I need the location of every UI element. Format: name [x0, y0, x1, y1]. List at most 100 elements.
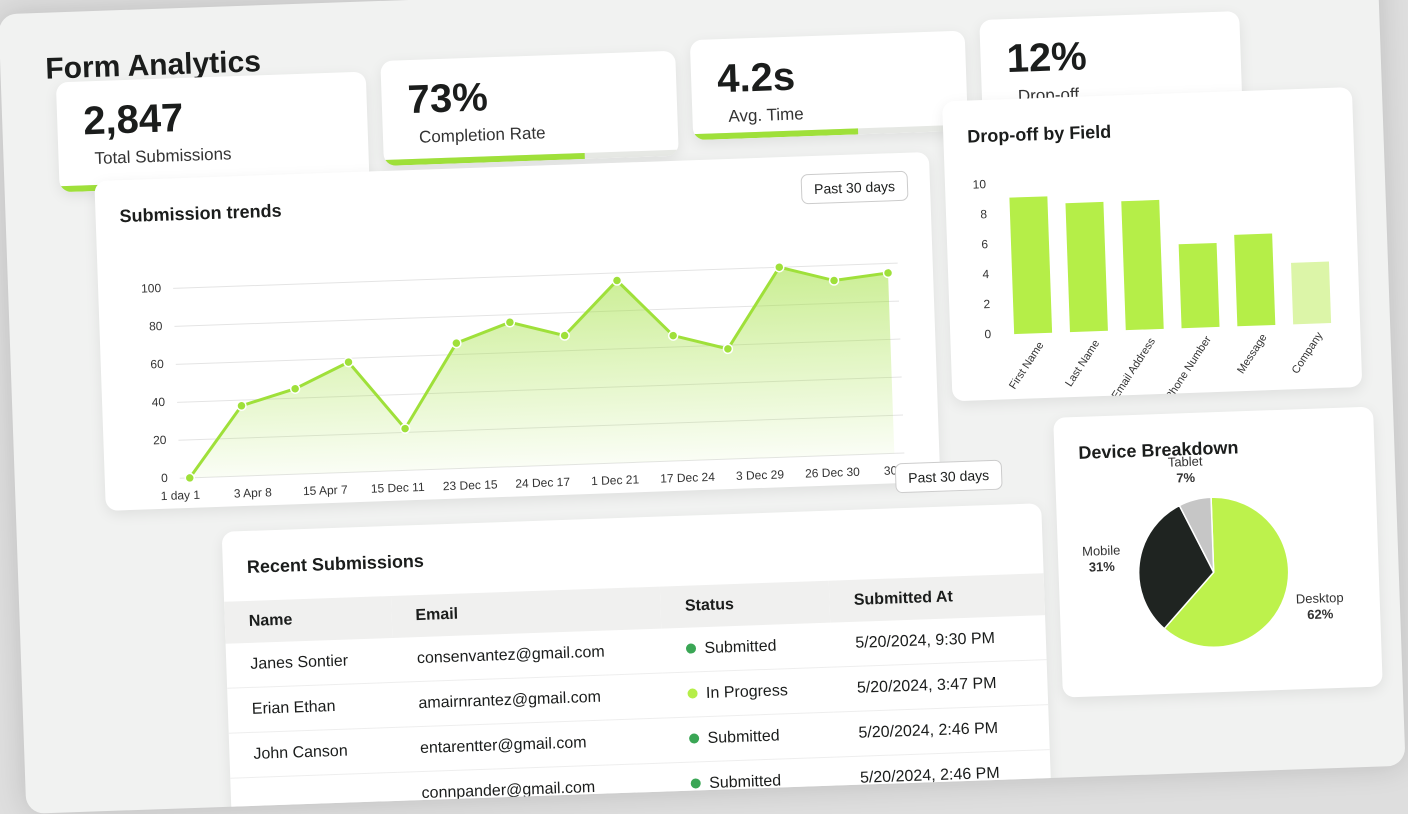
cell-text: 5/20/2024, 3:47 PM	[856, 674, 997, 697]
cell-text: John Canson	[253, 742, 348, 763]
trend-chart: 0 20 40 60 80 100 1 day 1 3 Apr 8 15 Apr 7 15 Dec…	[141, 261, 926, 503]
x-tick-label: 1 Dec 21	[591, 472, 640, 488]
kpi-value: 4.2s	[716, 54, 796, 102]
trend-card: Submission trends Past 30 days 0 20 40 60 80…	[94, 151, 941, 511]
point	[343, 356, 354, 368]
area	[189, 267, 895, 478]
table-cell: Submitted	[666, 757, 837, 808]
point	[559, 330, 570, 341]
y-tick-label: 6	[981, 237, 988, 251]
line	[188, 265, 889, 479]
slice-label: Desktop	[1296, 590, 1344, 607]
table-cell: Submitted	[661, 622, 833, 674]
y-tick-label: 80	[149, 319, 163, 333]
table-cell: 5/20/2024, 2:46 PM	[835, 749, 1052, 803]
point	[611, 275, 623, 286]
cell-text: Submitted	[707, 727, 780, 748]
slice-value: 62%	[1307, 606, 1334, 622]
bar	[1065, 201, 1108, 333]
point	[504, 317, 516, 328]
point	[451, 337, 462, 349]
table-title: Recent Submissions	[246, 550, 425, 577]
kpi-label: Completion Rate	[418, 123, 546, 147]
table-cell: 5/20/2024, 3:47 PM	[832, 659, 1049, 713]
cell-text: amairnrantez@gmail.com	[418, 688, 602, 713]
status-dot	[689, 733, 700, 744]
cell-text: entarentter@gmail.com	[419, 734, 587, 758]
y-tick-label: 100	[141, 281, 162, 296]
bar	[1234, 233, 1276, 327]
x-tick-label: 1 day 1	[160, 488, 200, 503]
x-tick-label: Message	[1235, 332, 1269, 376]
dropoff-card: Drop-off by Field 0 2 4 6 8 10 First Name Last …	[942, 87, 1363, 402]
x-tick-label: 26 Dec 30	[805, 465, 860, 481]
bar	[1009, 196, 1053, 335]
table-cell	[230, 772, 399, 814]
bar	[1291, 261, 1332, 325]
y-tick-label: 0	[161, 471, 168, 485]
x-tick-label: Company	[1290, 330, 1326, 376]
x-tick-label: First Name	[1007, 340, 1046, 392]
point	[399, 423, 411, 434]
point	[882, 267, 894, 279]
cell-text: Erian Ethan	[251, 697, 336, 718]
kpi-label: Avg. Time	[728, 104, 805, 126]
x-tick-label: 17 Dec 24	[660, 470, 715, 486]
table-cell: connpander@gmail.com	[396, 762, 668, 814]
slice-label: Mobile	[1082, 543, 1121, 559]
status-dot	[687, 688, 699, 699]
cell-text: 5/20/2024, 2:46 PM	[858, 719, 999, 742]
x-tick-label: 23 Dec 15	[443, 477, 498, 493]
y-tick-label: 40	[151, 395, 165, 409]
table-cell: 5/20/2024, 9:30 PM	[830, 615, 1047, 668]
kpi-progress-fill	[693, 128, 859, 141]
dropoff-chart: 0 2 4 6 8 10 First Name Last Name Email Address P…	[972, 177, 1332, 401]
cell-text: 5/20/2024, 9:30 PM	[855, 629, 996, 652]
table-cell: John Canson	[228, 727, 397, 779]
point	[236, 400, 247, 412]
table-card: Recent Submissions Name Email Status Submit…	[221, 503, 1052, 814]
point	[774, 261, 785, 273]
kpi-card: 73% Completion Rate	[380, 50, 679, 166]
y-tick-label: 4	[982, 267, 989, 281]
y-tick-label: 10	[972, 177, 986, 191]
table-filter[interactable]: Past 30 days	[894, 459, 1003, 494]
point	[184, 472, 196, 484]
bar	[1178, 242, 1220, 329]
slice-label: Tablet	[1168, 454, 1204, 470]
table-cell: In Progress	[663, 667, 834, 718]
x-tick-label: Email Address	[1110, 335, 1159, 401]
table-cell: Janes Sontier	[225, 637, 394, 689]
cell-text: Janes Sontier	[250, 652, 349, 673]
status-dot	[686, 643, 697, 654]
pie-slice	[1163, 496, 1290, 648]
slice-value: 31%	[1089, 559, 1116, 575]
kpi-progress	[693, 124, 969, 141]
slice-value: 7%	[1176, 470, 1196, 486]
cell-text: In Progress	[705, 682, 789, 703]
x-tick-label: 15 Apr 7	[303, 483, 348, 499]
point	[828, 275, 840, 286]
kpi-value: 12%	[1005, 34, 1088, 82]
kpi-row: 2,847 Total Submissions 73% Completion Rate…	[0, 0, 1378, 193]
cell-text: connpander@gmail.com	[421, 778, 596, 803]
column-header: Status	[660, 580, 831, 629]
kpi-value: 2,847	[82, 95, 185, 144]
table-cell: Erian Ethan	[227, 682, 396, 734]
table-cell: Submitted	[664, 712, 836, 763]
point	[667, 330, 679, 341]
x-tick-label: 24 Dec 17	[515, 475, 570, 491]
status-dot	[690, 778, 702, 789]
cell-text: Submitted	[704, 637, 777, 658]
column-header: Name	[224, 595, 393, 644]
kpi-value: 73%	[406, 75, 489, 123]
y-tick-label: 20	[153, 433, 167, 447]
x-tick-label: 3 Apr 8	[234, 485, 273, 500]
submissions-table: Name Email Status Submitted At Janes Sontier…	[224, 573, 1052, 814]
y-tick-label: 60	[150, 357, 164, 371]
y-tick-label: 8	[980, 207, 987, 221]
column-header: Submitted At	[829, 573, 1046, 623]
kpi-label: Total Submissions	[94, 144, 232, 169]
